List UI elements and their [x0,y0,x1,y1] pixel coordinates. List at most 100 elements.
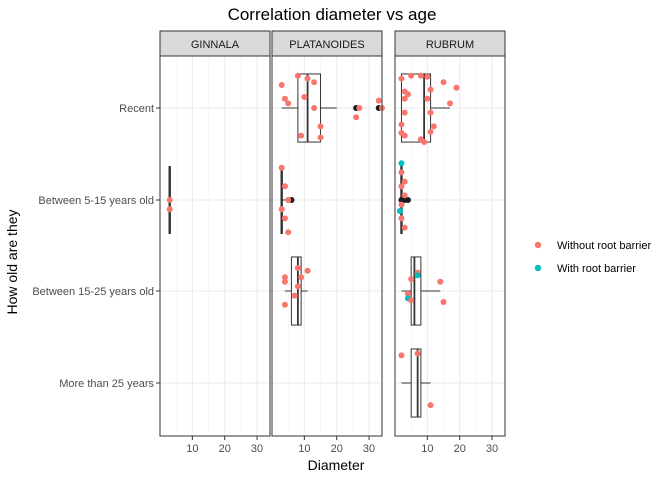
data-point [447,100,453,107]
data-point [281,95,288,102]
data-point [398,121,405,128]
data-point [304,75,311,82]
outlier-point [404,197,411,203]
data-point [311,79,318,86]
data-point [375,97,382,104]
data-point [166,197,173,203]
data-point [424,95,431,102]
data-point [404,91,411,98]
strip-label-platanoides: PLATANOIDES [289,39,364,51]
data-point [398,352,405,359]
data-point [401,192,408,199]
x-tick-label: 10 [298,443,310,455]
boxplot-rubrum-between-15-25-years-old [401,256,441,326]
data-point [408,72,415,79]
box-rect [410,348,422,418]
data-point [427,86,434,93]
data-point [311,105,318,111]
data-point [417,72,424,79]
data-point [285,100,292,107]
data-point [427,402,434,409]
data-point [278,164,285,171]
strip-label-rubrum: RUBRUM [426,39,474,51]
data-point [356,105,363,111]
data-point [440,79,447,86]
data-point [298,274,305,281]
data-point [398,215,405,222]
x-tick-label: 30 [486,443,498,455]
data-point [398,75,405,82]
strip-platanoides [271,30,383,57]
x-tick-label: 20 [454,443,466,455]
data-point [291,292,298,299]
panel-border-rubrum [394,55,506,437]
data-point [166,206,173,213]
data-point [304,267,311,274]
data-point [427,109,434,116]
legend-label-with-root-barrier: With root barrier [557,263,636,275]
legend-label-without-root-barrier: Without root barrier [557,240,651,252]
facet-ginnala: GINNALA 10 20 30 [159,30,271,455]
data-point [278,206,285,213]
y-axis-title: How old are they [4,209,20,314]
data-point [404,290,411,297]
data-point [424,73,431,80]
legend-key-without-root-barrier [534,241,542,249]
data-point [353,114,360,121]
facet-rubrum: RUBRUM 10 20 30 [394,30,506,455]
data-point [281,278,288,285]
panel-border-platanoides [271,55,383,437]
data-point [278,82,285,88]
panel-bg-ginnala [160,56,270,436]
data-point [285,229,292,236]
panel-border-ginnala [159,55,271,437]
data-point [281,215,288,222]
data-point [401,132,408,139]
x-tick-label: 20 [331,443,343,455]
data-point [317,123,324,130]
data-point [453,84,460,91]
boxplot-rubrum-more-than-25-years [401,348,431,418]
x-tick-label: 30 [363,443,375,455]
data-point [398,160,405,167]
data-point [437,278,444,285]
data-point [401,109,408,116]
x-axis-title: Diameter [308,457,365,473]
data-point [398,201,405,208]
panel-bg-platanoides [272,56,382,436]
data-point [317,134,324,141]
data-point [298,132,305,139]
x-tick-label: 10 [421,443,433,455]
y-axis: More than 25 years Between 15-25 years ol… [32,103,160,390]
data-point [281,274,288,281]
box-rect [290,256,302,326]
data-point [281,183,288,190]
strip-label-ginnala: GINNALA [191,39,240,51]
box-rect [400,73,432,143]
data-point [401,178,408,185]
data-point [414,272,421,279]
legend-key-with-root-barrier [534,264,542,272]
data-point [301,93,308,100]
data-point [398,183,405,190]
data-point [396,208,403,215]
data-point [408,276,415,283]
data-point [440,299,447,306]
facets-layer: GINNALA 10 20 30 PLATANOIDES 10 20 30 RUBRUM 10 20… [159,30,506,455]
boxplot-rubrum-recent [400,73,450,143]
data-point [294,265,301,271]
strip-rubrum [394,30,506,57]
data-point [408,297,415,304]
data-point [430,123,437,130]
data-point [401,224,408,231]
x-tick-label: 10 [186,443,198,455]
chart-title: Correlation diameter vs age [228,5,437,24]
data-point [398,169,405,176]
data-point [427,128,434,135]
data-point [285,197,292,203]
x-tick-label: 20 [219,443,231,455]
y-tick-label: Between 15-25 years old [32,286,154,298]
boxplot-platanoides-recent [281,73,337,143]
legend: Without root barrier With root barrier [534,240,651,275]
